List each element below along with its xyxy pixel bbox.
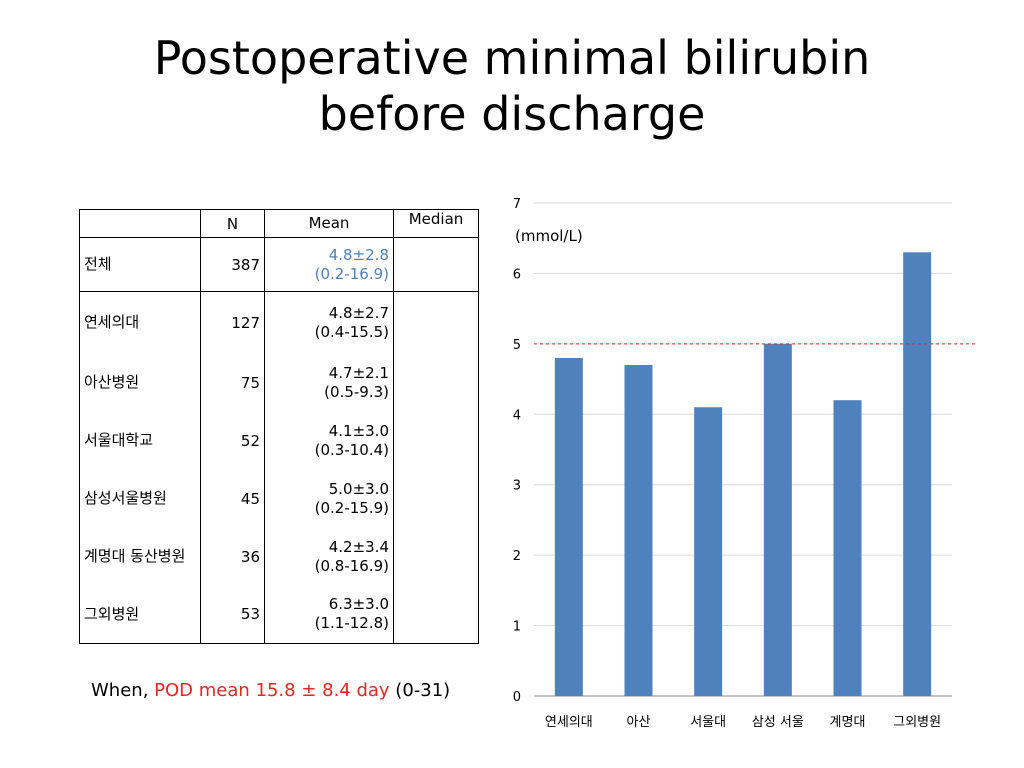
row-mean-value: 4.1±3.0 [328, 421, 389, 440]
row-mean-value: 4.8±2.8 [328, 245, 389, 264]
y-tick-label: 6 [513, 267, 521, 282]
row-median [393, 469, 479, 528]
table-body: 연세의대 127 4.8±2.7 (0.4-15.5) 아산병원 75 4.7±2.1 (0.… [79, 291, 479, 644]
row-median [393, 353, 479, 412]
x-tick-label: 계명대 [830, 715, 866, 730]
row-mean: 5.0±3.0 (0.2-15.9) [264, 469, 394, 528]
row-mean-range: (0.4-15.5) [314, 322, 389, 341]
x-tick-label: 아산 [627, 715, 651, 730]
note-suffix: (0-31) [389, 680, 451, 701]
bar [763, 343, 792, 696]
row-mean-range: (0.2-16.9) [314, 264, 389, 283]
y-tick-label: 1 [513, 620, 521, 635]
x-tick-label: 그외병원 [893, 715, 941, 730]
y-tick-label: 0 [513, 690, 521, 705]
row-mean-range: (0.8-16.9) [314, 556, 389, 575]
row-label: 계명대 동산병원 [79, 527, 201, 586]
table-row: 계명대 동산병원 36 4.2±3.4 (0.8-16.9) [79, 527, 479, 586]
table-row: 그외병원 53 6.3±3.0 (1.1-12.8) [79, 585, 479, 644]
row-mean: 4.1±3.0 (0.3-10.4) [264, 411, 394, 470]
row-mean-range: (0.5-9.3) [324, 382, 389, 401]
row-label: 그외병원 [79, 585, 201, 644]
row-mean-range: (1.1-12.8) [314, 614, 389, 633]
row-n: 53 [200, 585, 265, 644]
title-line-2: before discharge [318, 87, 706, 141]
header-hospital-cell [79, 209, 201, 238]
row-mean-range: (0.2-15.9) [314, 498, 389, 517]
table-row-total: 전체 387 4.8±2.8 (0.2-16.9) [79, 237, 479, 292]
row-median [393, 291, 479, 354]
row-label: 삼성서울병원 [79, 469, 201, 528]
row-mean: 4.8±2.8 (0.2-16.9) [264, 237, 394, 292]
row-n: 75 [200, 353, 265, 412]
bar [833, 400, 862, 696]
pod-note: When, POD mean 15.8 ± 8.4 day (0-31) [91, 680, 450, 701]
header-mean: Mean [264, 209, 394, 238]
row-n: 127 [200, 291, 265, 354]
bar [624, 364, 653, 696]
title-line-1: Postoperative minimal bilirubin [153, 31, 871, 85]
row-mean-value: 4.8±2.7 [328, 303, 389, 322]
row-median [393, 585, 479, 644]
row-label: 전체 [79, 237, 201, 292]
y-tick-label: 7 [513, 197, 521, 212]
bar [903, 252, 932, 697]
x-tick-label: 연세의대 [545, 715, 593, 730]
row-mean-value: 4.7±2.1 [328, 363, 389, 382]
row-mean-value: 6.3±3.0 [328, 595, 389, 614]
row-median [393, 411, 479, 470]
y-tick-label: 5 [513, 338, 521, 353]
row-mean: 4.8±2.7 (0.4-15.5) [264, 291, 394, 354]
y-tick-label: 4 [513, 408, 521, 423]
table-row: 서울대학교 52 4.1±3.0 (0.3-10.4) [79, 411, 479, 470]
row-mean-value: 5.0±3.0 [328, 479, 389, 498]
bar [694, 407, 723, 696]
x-tick-label: 삼성 서울 [752, 715, 804, 730]
row-label: 연세의대 [79, 291, 201, 354]
row-n: 52 [200, 411, 265, 470]
y-axis-label: (mmol/L) [515, 227, 583, 245]
row-n: 45 [200, 469, 265, 528]
table-row: 연세의대 127 4.8±2.7 (0.4-15.5) [79, 291, 479, 354]
note-prefix: When, [91, 680, 155, 701]
note-highlight: POD mean 15.8 ± 8.4 day [154, 680, 390, 701]
x-tick-label: 서울대 [690, 715, 726, 730]
row-mean: 4.2±3.4 (0.8-16.9) [264, 527, 394, 586]
bar [554, 357, 583, 696]
row-label: 서울대학교 [79, 411, 201, 470]
row-mean-range: (0.3-10.4) [314, 440, 389, 459]
row-median [393, 527, 479, 586]
row-mean: 4.7±2.1 (0.5-9.3) [264, 353, 394, 412]
y-tick-label: 2 [513, 549, 521, 564]
y-tick-label: 3 [513, 479, 521, 494]
table-row: 삼성서울병원 45 5.0±3.0 (0.2-15.9) [79, 469, 479, 528]
row-label: 아산병원 [79, 353, 201, 412]
row-mean-value: 4.2±3.4 [328, 537, 389, 556]
stats-table: N Mean Median 전체 387 4.8±2.8 (0.2-16.9) … [79, 209, 479, 644]
table-row: 아산병원 75 4.7±2.1 (0.5-9.3) [79, 353, 479, 412]
slide-title: Postoperative minimal bilirubin before d… [0, 30, 1024, 142]
row-median [393, 237, 479, 292]
